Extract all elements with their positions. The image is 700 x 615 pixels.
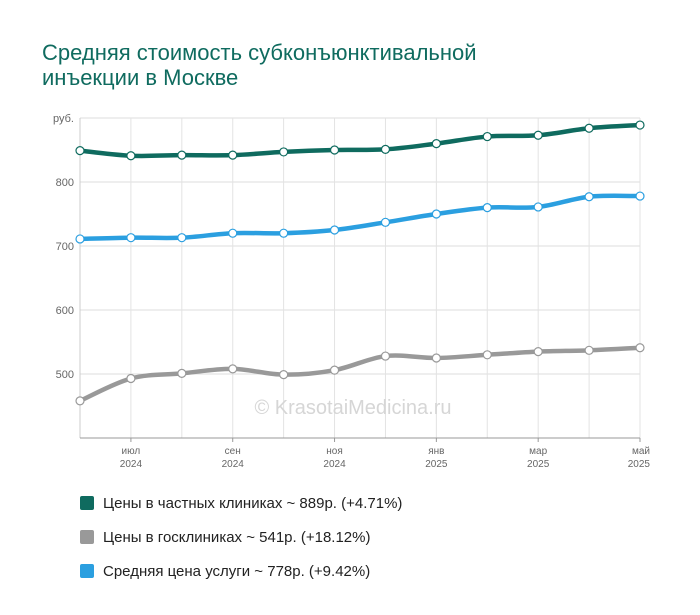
data-point-private-10 [584, 123, 594, 133]
data-point-public-10 [584, 345, 594, 355]
data-point-private-8 [482, 131, 492, 142]
y-tick-label-500: 500 [56, 369, 74, 381]
legend-item-average[interactable]: Средняя цена услуги ~ 778р. (+9.42%) [80, 554, 402, 588]
y-tick-label-800: 800 [56, 177, 74, 189]
data-point-average-10 [584, 192, 594, 202]
x-tick-label-year-1: 2024 [120, 459, 143, 470]
data-point-private-1 [126, 151, 136, 161]
line-chart: руб. 800 700 600 500 июл 2024 сен 2024 ноя 2024 янв… [53, 113, 650, 470]
data-point-public-2 [177, 368, 187, 378]
data-point-average-3 [228, 228, 238, 238]
data-point-public-1 [126, 373, 136, 384]
x-tick-label-year-7: 2025 [425, 459, 448, 470]
data-point-private-2 [177, 150, 187, 160]
data-point-average-2 [177, 233, 187, 243]
data-point-average-8 [482, 203, 492, 213]
legend: Цены в частных клиниках ~ 889р. (+4.71%)… [80, 486, 402, 588]
data-point-private-4 [279, 147, 289, 157]
data-point-public-9 [533, 347, 543, 357]
series-points [75, 120, 645, 406]
legend-swatch-private [80, 496, 94, 510]
data-point-private-5 [329, 145, 340, 155]
data-point-average-0 [75, 234, 85, 244]
chart-title-line-1: Средняя стоимость субконъюнктивальной [42, 40, 477, 65]
data-point-public-6 [380, 351, 391, 361]
data-point-public-8 [482, 350, 492, 360]
data-point-public-3 [228, 364, 238, 374]
legend-item-public[interactable]: Цены в госклиниках ~ 541р. (+18.12%) [80, 520, 402, 554]
data-point-average-5 [329, 225, 340, 235]
chart-title: Средняя стоимость субконъюнктивальной ин… [42, 40, 642, 90]
series-line-private [77, 122, 643, 159]
series-lines [77, 122, 643, 404]
data-point-private-0 [75, 146, 85, 156]
data-point-average-7 [431, 209, 441, 219]
x-tick-label-year-5: 2024 [323, 459, 346, 470]
y-tick-label-900: руб. [53, 113, 74, 125]
data-point-private-6 [380, 144, 391, 154]
axis-ticks: руб. 800 700 600 500 июл 2024 сен 2024 ноя 2024 янв… [53, 113, 650, 470]
x-tick-label-year-11: 2025 [628, 459, 651, 470]
y-tick-label-700: 700 [56, 241, 74, 253]
x-tick-label-year-9: 2025 [527, 459, 550, 470]
data-point-private-11 [635, 120, 645, 130]
data-point-public-5 [329, 365, 340, 375]
chart-title-line-2: инъекции в Москве [42, 65, 239, 90]
legend-label-public: Цены в госклиниках ~ 541р. (+18.12%) [103, 528, 371, 546]
data-point-public-7 [431, 353, 441, 363]
data-point-average-9 [533, 202, 543, 212]
data-point-average-6 [380, 217, 391, 227]
x-tick-label-month-3: сен [225, 446, 241, 457]
x-tick-label-month-7: янв [428, 446, 444, 457]
data-point-average-4 [279, 228, 289, 238]
legend-swatch-average [80, 564, 94, 578]
data-point-public-0 [75, 396, 85, 406]
watermark: © KrasotaiMedicina.ru [254, 397, 451, 419]
legend-label-average: Средняя цена услуги ~ 778р. (+9.42%) [103, 562, 371, 580]
legend-swatch-public [80, 530, 94, 544]
data-point-public-4 [279, 370, 289, 380]
y-tick-label-600: 600 [56, 305, 74, 317]
x-tick-label-month-9: мар [529, 446, 547, 457]
grid [79, 117, 641, 439]
legend-item-private[interactable]: Цены в частных клиниках ~ 889р. (+4.71%) [80, 486, 402, 520]
data-point-private-9 [533, 130, 543, 140]
data-point-average-11 [635, 191, 645, 201]
x-tick-label-year-3: 2024 [222, 459, 245, 470]
data-point-private-3 [228, 150, 238, 160]
x-tick-label-month-1: июл [122, 446, 141, 457]
data-point-private-7 [431, 139, 441, 149]
data-point-public-11 [635, 343, 645, 353]
x-tick-label-month-5: ноя [326, 446, 343, 457]
legend-label-private: Цены в частных клиниках ~ 889р. (+4.71%) [103, 494, 403, 512]
x-tick-label-month-11: май [632, 446, 650, 457]
data-point-average-1 [126, 233, 136, 243]
series-line-average [77, 193, 643, 242]
